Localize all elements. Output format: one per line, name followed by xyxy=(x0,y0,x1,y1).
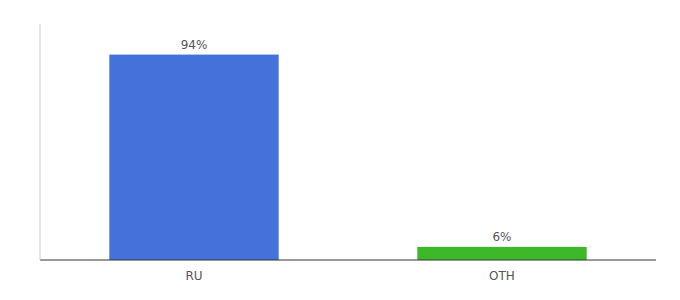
chart-svg: 94% 6% RU OTH xyxy=(0,0,680,300)
bar xyxy=(109,55,278,260)
x-tick-label: RU xyxy=(185,269,202,283)
chart-container: 94% 6% RU OTH xyxy=(0,0,680,300)
x-tick-label: OTH xyxy=(489,269,515,283)
x-axis-line xyxy=(40,260,656,261)
data-label: 94% xyxy=(181,38,208,52)
data-label: 6% xyxy=(492,230,511,244)
bars xyxy=(109,55,586,260)
bar xyxy=(417,247,586,260)
y-axis-line xyxy=(40,24,41,260)
